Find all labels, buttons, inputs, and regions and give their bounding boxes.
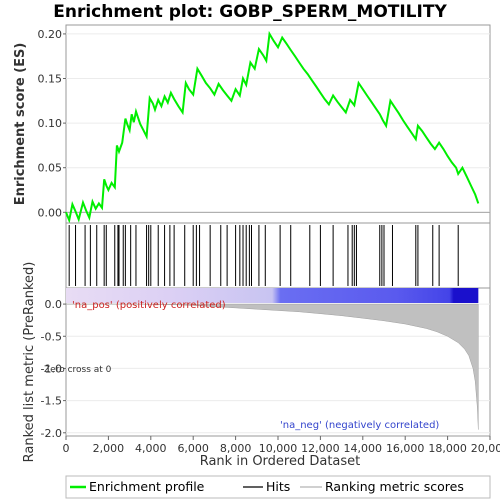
x-tick-label: 0: [63, 442, 70, 455]
metric-y-axis-label: Ranked list metric (PreRanked): [22, 262, 37, 463]
legend: [65, 475, 491, 499]
x-tick-label: 18,000: [428, 442, 467, 455]
legend-label-ranking-metric: Ranking metric scores: [325, 479, 464, 494]
hits-marks: [68, 225, 459, 286]
enrichment-profile-line: [65, 30, 480, 224]
x-tick-label: 8,000: [220, 442, 252, 455]
legend-label-enrichment-profile: Enrichment profile: [89, 479, 205, 494]
x-tick-label: 20,000: [471, 442, 500, 455]
zero-cross-label: Zero cross at 0: [44, 365, 112, 375]
es-y-tick-label: 0.15: [38, 73, 63, 86]
ranking-metric-area: [66, 303, 479, 430]
metric-x-ticks: 0 2,000 4,000 6,000 8,000 10,000 12,000 14,000 1…: [63, 436, 500, 455]
x-tick-label: 10,000: [259, 442, 298, 455]
metric-y-tick-label: 0.0: [45, 298, 63, 311]
es-y-tick-label: 0.20: [38, 28, 63, 41]
metric-y-ticks: 0.0 -0.5 -1.0 -1.5 -2.0: [41, 298, 66, 440]
x-tick-label: 14,000: [344, 442, 383, 455]
x-tick-label: 6,000: [177, 442, 209, 455]
x-tick-label: 16,000: [386, 442, 425, 455]
legend-label-hits: Hits: [266, 479, 290, 494]
hits-panel-frame: [65, 222, 491, 289]
x-tick-label: 12,000: [301, 442, 340, 455]
es-y-tick-label: 0.00: [38, 206, 63, 219]
es-panel-frame: [65, 24, 491, 224]
chart-title: Enrichment plot: GOBP_SPERM_MOTILITY: [53, 2, 447, 22]
legend-entry-enrichment-profile: Enrichment profile: [70, 479, 205, 494]
es-y-axis-label: Enrichment score (ES): [13, 43, 28, 206]
es-y-tick-label: 0.10: [38, 117, 63, 130]
legend-entry-hits: Hits: [243, 479, 290, 494]
x-tick-label: 2,000: [93, 442, 125, 455]
es-y-tick-label: 0.05: [38, 162, 63, 175]
metric-y-tick-label: -0.5: [41, 330, 62, 343]
positive-region-label: 'na_pos' (positively correlated): [72, 300, 226, 311]
metric-y-tick-label: -1.5: [41, 395, 62, 408]
legend-entry-ranking-metric: Ranking metric scores: [300, 479, 464, 494]
metric-y-tick-label: -2.0: [41, 427, 62, 440]
x-tick-label: 4,000: [135, 442, 167, 455]
negative-region-label: 'na_neg' (negatively correlated): [280, 420, 439, 431]
x-axis-label: Rank in Ordered Dataset: [200, 454, 361, 469]
rank-color-bar: [66, 288, 479, 303]
es-y-ticks: 0.00 0.05 0.10 0.15 0.20: [38, 28, 66, 219]
metric-y-tick-label: -1.0: [41, 362, 62, 375]
